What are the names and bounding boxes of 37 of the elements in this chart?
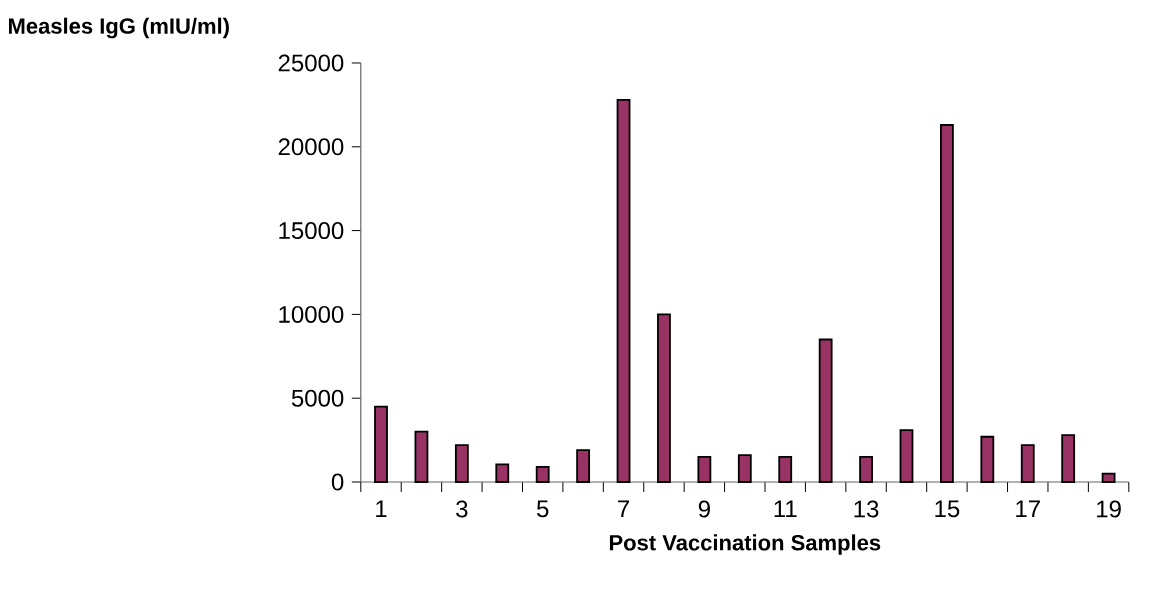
bar xyxy=(899,429,914,483)
bar xyxy=(616,98,631,483)
x-tick-label: 3 xyxy=(456,500,468,518)
x-tick-label: 11 xyxy=(774,500,797,518)
bar xyxy=(737,454,752,483)
bar xyxy=(374,405,388,483)
x-tick-label: 7 xyxy=(618,500,629,518)
y-tick-label: 5000 xyxy=(291,389,344,407)
bar xyxy=(980,435,995,483)
x-tick-label: 15 xyxy=(935,500,960,518)
bar xyxy=(859,455,873,483)
y-tick-label: 10000 xyxy=(279,305,344,323)
bar xyxy=(778,455,793,483)
bar xyxy=(1101,472,1116,483)
bar xyxy=(697,455,712,483)
bar xyxy=(1061,434,1076,483)
bar xyxy=(454,444,469,483)
y-axis-title: Measles IgG (mIU/ml) xyxy=(9,17,229,39)
y-tick-label: 0 xyxy=(331,473,344,491)
x-tick-label: 19 xyxy=(1097,500,1121,518)
y-tick-label: 15000 xyxy=(279,222,344,240)
bar xyxy=(535,466,550,483)
bar xyxy=(576,449,591,483)
x-axis-title: Post Vaccination Samples xyxy=(609,534,881,555)
y-tick-label: 20000 xyxy=(278,138,344,156)
x-tick-label: 5 xyxy=(536,500,549,518)
bar xyxy=(1020,444,1035,483)
x-tick-label: 13 xyxy=(854,500,879,518)
x-tick-label: 17 xyxy=(1016,500,1040,518)
bar xyxy=(940,124,954,483)
y-tick-label: 25000 xyxy=(278,54,344,72)
bar xyxy=(657,313,671,483)
bar xyxy=(495,463,510,483)
x-tick-label: 9 xyxy=(698,500,710,518)
x-tick-label: 1 xyxy=(376,500,387,518)
bar xyxy=(414,430,429,483)
bar xyxy=(818,338,833,483)
